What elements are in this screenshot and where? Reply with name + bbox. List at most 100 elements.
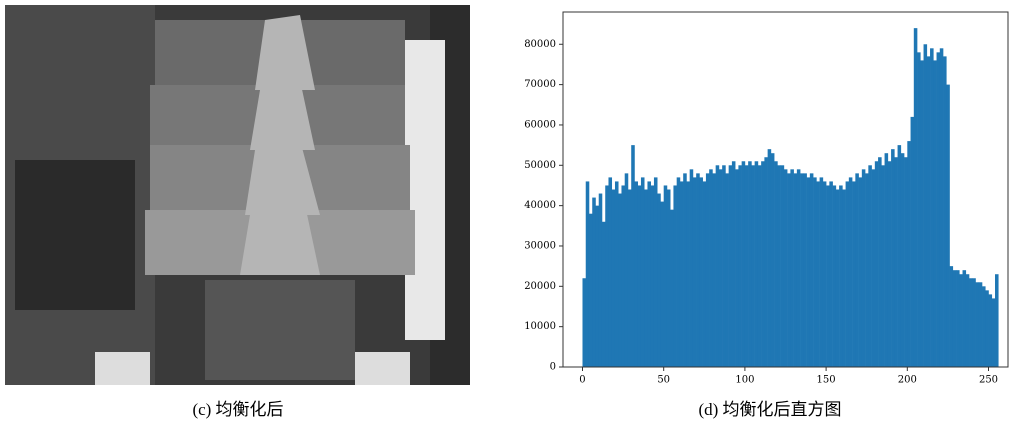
bar bbox=[758, 165, 762, 367]
bar bbox=[722, 165, 726, 367]
bar bbox=[956, 270, 960, 367]
bar bbox=[706, 173, 710, 367]
bar bbox=[898, 145, 902, 367]
equalized-photo bbox=[5, 5, 470, 385]
bar bbox=[810, 173, 814, 367]
bar bbox=[946, 85, 950, 367]
bar bbox=[953, 270, 957, 367]
bar bbox=[703, 181, 707, 367]
bar bbox=[959, 274, 963, 367]
bar bbox=[634, 181, 638, 367]
bar bbox=[911, 117, 915, 367]
bar bbox=[602, 222, 606, 367]
bar bbox=[716, 165, 720, 367]
bar bbox=[677, 177, 681, 367]
figure: (c) 均衡化后 (d) 均衡化后直方图 0100002000030000400… bbox=[0, 0, 1019, 428]
bar bbox=[839, 185, 843, 367]
bar bbox=[641, 177, 645, 367]
bar bbox=[651, 185, 655, 367]
bar bbox=[787, 173, 791, 367]
bar bbox=[595, 206, 599, 367]
bar bbox=[771, 153, 775, 367]
bar bbox=[881, 165, 885, 367]
bar bbox=[982, 286, 986, 367]
bar bbox=[907, 141, 911, 367]
bar bbox=[612, 190, 616, 368]
bar bbox=[920, 60, 924, 367]
bar bbox=[813, 177, 817, 367]
bar bbox=[735, 169, 739, 367]
x-tick-label: 250 bbox=[979, 375, 998, 386]
x-tick-label: 150 bbox=[817, 375, 836, 386]
bar bbox=[891, 149, 895, 367]
bar bbox=[901, 153, 905, 367]
bar bbox=[878, 157, 882, 367]
bar bbox=[849, 177, 853, 367]
bar bbox=[979, 282, 983, 367]
image-caption: (c) 均衡化后 bbox=[192, 400, 283, 419]
y-tick-label: 40000 bbox=[524, 200, 556, 211]
bar bbox=[976, 282, 980, 367]
bar bbox=[628, 190, 632, 368]
bar bbox=[673, 185, 677, 367]
bar bbox=[683, 173, 687, 367]
x-tick-label: 50 bbox=[657, 375, 670, 386]
bar bbox=[826, 185, 830, 367]
y-tick-label: 10000 bbox=[524, 321, 556, 332]
bar bbox=[586, 181, 590, 367]
bar bbox=[933, 60, 937, 367]
bar bbox=[781, 165, 785, 367]
bar bbox=[940, 48, 944, 367]
bar bbox=[885, 153, 889, 367]
bar bbox=[969, 278, 973, 367]
y-tick-label: 80000 bbox=[524, 39, 556, 50]
bar bbox=[751, 165, 755, 367]
bar bbox=[972, 278, 976, 367]
bar bbox=[647, 181, 651, 367]
bar bbox=[761, 161, 765, 367]
bar bbox=[833, 185, 837, 367]
bar bbox=[888, 161, 892, 367]
bar bbox=[664, 185, 668, 367]
bar bbox=[800, 173, 804, 367]
bar bbox=[917, 52, 921, 367]
bar bbox=[829, 181, 833, 367]
bar bbox=[745, 165, 749, 367]
bar bbox=[660, 202, 664, 367]
bar bbox=[693, 177, 697, 367]
bar bbox=[937, 52, 941, 367]
x-tick-label: 200 bbox=[898, 375, 917, 386]
bar bbox=[842, 190, 846, 368]
bar bbox=[989, 294, 993, 367]
bar bbox=[748, 161, 752, 367]
bar bbox=[816, 181, 820, 367]
chart-caption: (d) 均衡化后直方图 bbox=[698, 400, 841, 419]
bar bbox=[904, 157, 908, 367]
bar bbox=[638, 185, 642, 367]
bar bbox=[608, 177, 612, 367]
bar bbox=[963, 270, 967, 367]
bar bbox=[738, 165, 742, 367]
bar bbox=[927, 56, 931, 367]
x-tick-label: 100 bbox=[735, 375, 754, 386]
bar bbox=[995, 274, 999, 367]
bar bbox=[631, 145, 635, 367]
bar bbox=[862, 169, 866, 367]
bar bbox=[725, 173, 729, 367]
bar bbox=[836, 190, 840, 368]
bar bbox=[846, 181, 850, 367]
bar bbox=[768, 149, 772, 367]
bar bbox=[985, 290, 989, 367]
bar bbox=[589, 214, 593, 367]
bar bbox=[872, 169, 876, 367]
bar bbox=[621, 185, 625, 367]
bar bbox=[690, 169, 694, 367]
bar bbox=[797, 169, 801, 367]
bar bbox=[667, 190, 671, 368]
bar bbox=[654, 177, 658, 367]
bar bbox=[680, 181, 684, 367]
bar bbox=[875, 161, 879, 367]
bar bbox=[943, 56, 947, 367]
bar bbox=[924, 44, 928, 367]
bar bbox=[784, 169, 788, 367]
